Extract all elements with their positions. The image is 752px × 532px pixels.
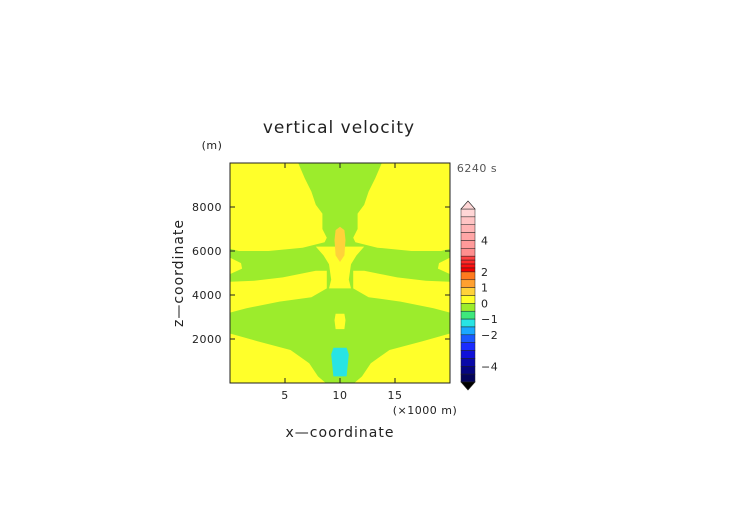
colorbar-swatch [460, 350, 476, 359]
y-tick-label: 6000 [192, 245, 222, 258]
colorbar-swatch [460, 263, 476, 269]
colorbar-swatch [460, 310, 476, 320]
colorbar-tick-label: −1 [481, 313, 498, 326]
x-unit-label: (×1000 m) [393, 404, 458, 417]
field-region-4 [230, 257, 243, 275]
colorbar-swatch [460, 295, 476, 304]
colorbar-tick-label: 4 [481, 234, 489, 247]
colorbar-tick-label: −2 [481, 329, 498, 342]
colorbar-swatch [460, 342, 476, 351]
colorbar-swatch [460, 334, 476, 343]
colorbar: 4 2 1 0 −1 −2 −4 [460, 200, 498, 391]
field-region-2 [334, 313, 346, 330]
colorbar-tick-label: 2 [481, 266, 489, 279]
colorbar-swatch [460, 224, 476, 233]
y-tick-label: 4000 [192, 289, 222, 302]
field-region-6 [331, 347, 349, 377]
plot-area [229, 162, 451, 384]
colorbar-swatch [460, 279, 476, 288]
colorbar-swatch [460, 366, 476, 375]
y-axis: 2000 4000 6000 8000 [192, 201, 450, 346]
colorbar-swatch [460, 326, 476, 336]
colorbar-swatch [460, 259, 476, 265]
colorbar-swatch [460, 232, 476, 241]
colorbar-swatch [460, 208, 476, 218]
x-axis-label: x—coordinate [286, 425, 395, 441]
colorbar-swatch [460, 303, 476, 312]
colorbar-tick-label: −4 [481, 360, 498, 373]
colorbar-swatch [460, 248, 476, 257]
x-axis: 5 10 15 [281, 163, 402, 402]
time-label: 6240 s [457, 162, 497, 175]
y-tick-label: 2000 [192, 333, 222, 346]
colorbar-tick-label: 0 [481, 297, 489, 310]
field-region-5 [334, 226, 346, 262]
colorbar-tick-label: 1 [481, 282, 489, 295]
x-tick-label: 5 [281, 389, 289, 402]
y-tick-label: 8000 [192, 201, 222, 214]
colorbar-swatch [460, 267, 476, 273]
colorbar-min-arrow [460, 381, 476, 391]
field-region-1 [315, 246, 365, 289]
colorbar-swatch [460, 216, 476, 225]
x-tick-label: 15 [388, 389, 403, 402]
field-region-3 [437, 257, 450, 275]
y-unit-label: (m) [202, 139, 223, 152]
colorbar-swatch [460, 318, 476, 328]
colorbar-swatch [460, 358, 476, 367]
colorbar-swatch [460, 287, 476, 296]
x-tick-label: 10 [333, 389, 348, 402]
chart-title: vertical velocity [263, 118, 415, 138]
colorbar-swatch [460, 240, 476, 249]
colorbar-swatch [460, 255, 476, 261]
colorbar-swatch [460, 271, 476, 281]
colorbar-max-arrow [460, 200, 476, 210]
y-axis-label: z—coordinate [171, 219, 187, 327]
colorbar-swatch [460, 373, 476, 383]
